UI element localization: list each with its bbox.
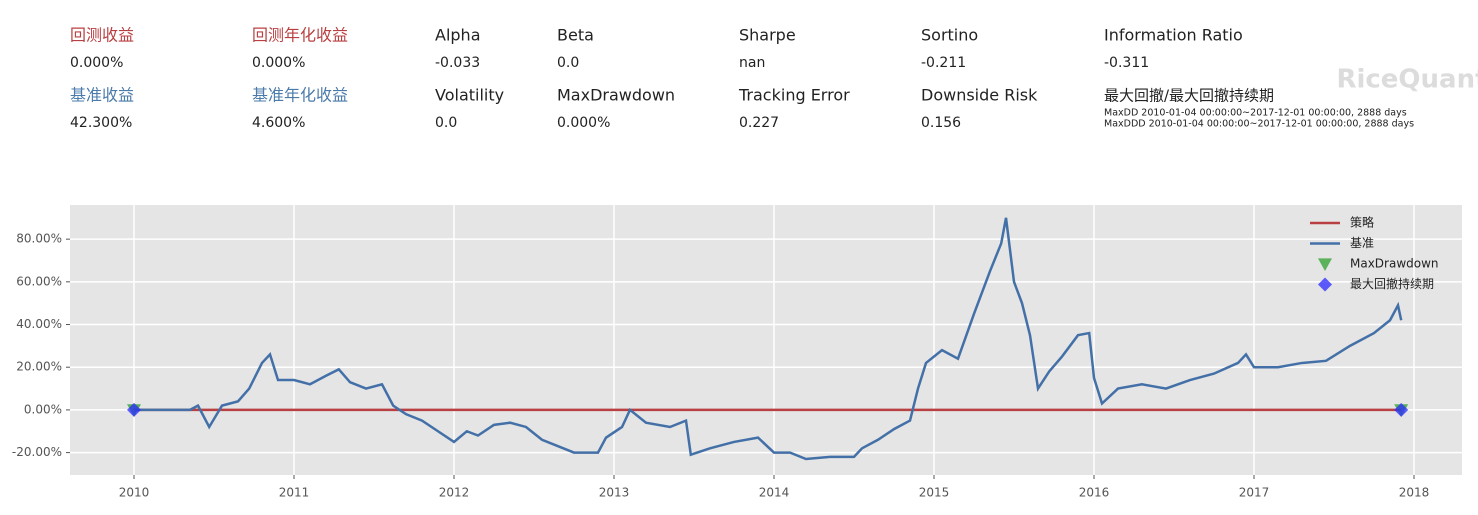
metric-label: Sharpe: [739, 26, 796, 45]
metric-label: Information Ratio: [1104, 26, 1243, 45]
legend-label: 基准: [1350, 236, 1374, 250]
y-tick-label: 60.00%: [16, 274, 62, 288]
legend-label: MaxDrawdown: [1350, 257, 1439, 271]
x-tick-label: 2011: [279, 486, 310, 500]
metric-label: 基准年化收益: [252, 86, 348, 105]
metric-value: 0.000%: [252, 55, 305, 71]
metric-label: 基准收益: [70, 86, 134, 105]
x-tick-label: 2013: [599, 486, 630, 500]
x-tick-label: 2014: [759, 486, 790, 500]
metric-label: 回测收益: [70, 26, 134, 45]
metric-value: 0.0: [557, 55, 579, 71]
watermark: RiceQuant: [1336, 65, 1478, 95]
legend-swatch: [1318, 277, 1332, 292]
series-line: [134, 217, 1403, 461]
series-marker: [1394, 402, 1409, 417]
y-tick-label: 40.00%: [16, 317, 62, 331]
legend-label: 最大回撤持续期: [1350, 276, 1434, 291]
metric-detail: MaxDDD 2010-01-04 00:00:00~2017-12-01 00…: [1104, 119, 1414, 130]
metric-label: 最大回撤/最大回撤持续期: [1104, 87, 1274, 105]
legend-label: 策略: [1350, 215, 1374, 230]
x-tick-label: 2017: [1239, 486, 1270, 500]
x-tick-label: 2018: [1399, 486, 1430, 500]
metric-detail: MaxDD 2010-01-04 00:00:00~2017-12-01 00:…: [1104, 108, 1407, 119]
metric-value: -0.211: [921, 55, 966, 71]
metric-value: 0.227: [739, 115, 779, 131]
y-tick-label: 80.00%: [16, 232, 62, 246]
metric-value: 4.600%: [252, 115, 305, 131]
plot-area: [70, 205, 1462, 475]
metric-value: 0.0: [435, 115, 457, 131]
x-tick-label: 2010: [119, 486, 150, 500]
metric-label: Beta: [557, 26, 594, 45]
y-tick-label: -20.00%: [12, 445, 62, 459]
x-tick-label: 2016: [1079, 486, 1110, 500]
metric-label: MaxDrawdown: [557, 86, 675, 105]
metric-label: Volatility: [435, 86, 504, 105]
metric-label: Sortino: [921, 26, 978, 45]
metric-label: Tracking Error: [738, 86, 850, 105]
legend-swatch: [1318, 258, 1332, 271]
metric-value: 0.156: [921, 115, 961, 131]
y-tick-label: 20.00%: [16, 360, 62, 374]
metric-value: nan: [739, 55, 765, 71]
metric-label: 回测年化收益: [252, 26, 348, 45]
x-tick-label: 2012: [439, 486, 470, 500]
metric-value: -0.033: [435, 55, 480, 71]
metric-value: 42.300%: [70, 115, 132, 131]
metric-value: -0.311: [1104, 55, 1149, 71]
x-tick-label: 2015: [919, 486, 950, 500]
metric-label: Alpha: [435, 26, 481, 45]
metric-label: Downside Risk: [921, 86, 1038, 105]
metric-value: 0.000%: [557, 115, 610, 131]
y-tick-label: 0.00%: [24, 402, 62, 416]
metric-value: 0.000%: [70, 55, 123, 71]
series-marker: [127, 402, 141, 417]
